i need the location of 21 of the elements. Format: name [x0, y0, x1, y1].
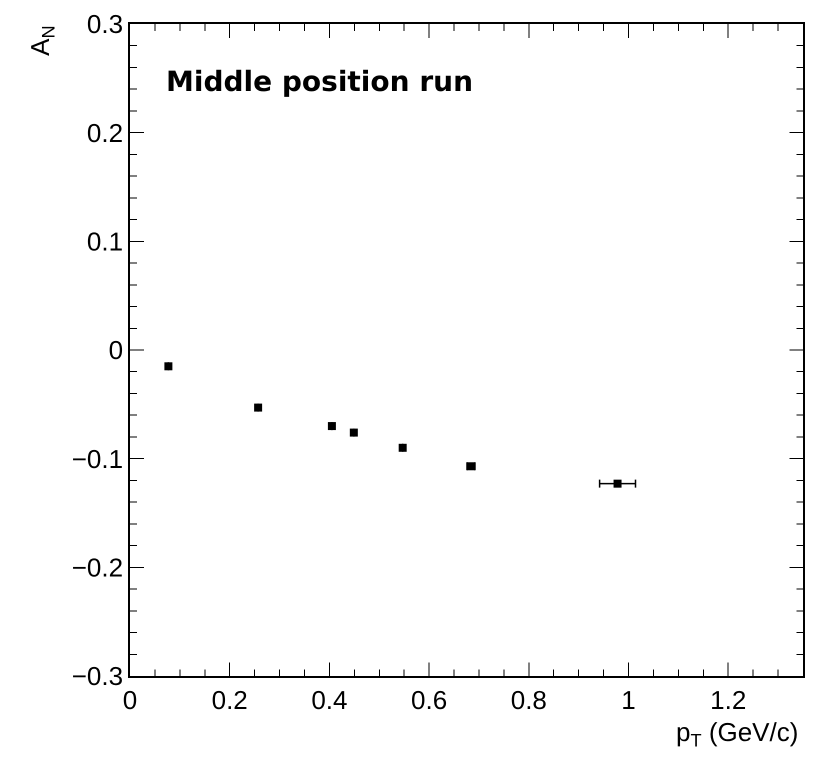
- y-tick-label: −0.1: [72, 444, 124, 474]
- point: [328, 422, 336, 430]
- y-tick-label: 0.2: [86, 118, 124, 148]
- annotation: Middle position run: [166, 65, 474, 98]
- x-tick-label: 1: [621, 684, 636, 715]
- y-tick-label: 0.1: [86, 226, 124, 256]
- x-tick-label: 0.6: [411, 684, 448, 715]
- point: [614, 480, 622, 488]
- x-tick-label: 0.8: [510, 684, 547, 715]
- y-tick-label: −0.3: [72, 661, 124, 692]
- point: [164, 362, 172, 370]
- y-tick-label: 0: [108, 335, 124, 366]
- y-tick-label: 0.3: [86, 9, 124, 40]
- point: [398, 444, 407, 452]
- point: [254, 404, 262, 412]
- point: [350, 428, 358, 437]
- x-tick-label: 1.2: [710, 684, 746, 715]
- y-tick-label: −0.2: [72, 552, 124, 582]
- x-tick-label: 0.4: [311, 684, 348, 715]
- x-tick-label: 0.2: [212, 684, 248, 715]
- x-axis-title: p$_{T}$ (GeV/c): [676, 717, 798, 750]
